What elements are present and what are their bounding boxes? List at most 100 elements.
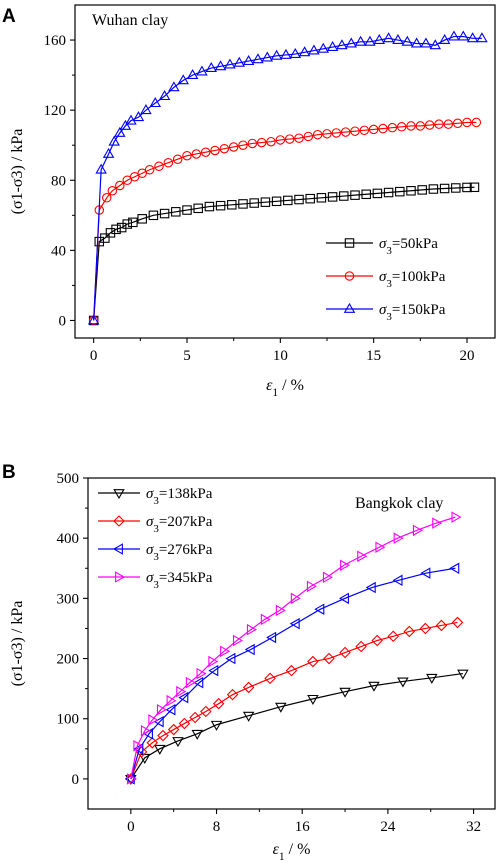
x-axis-label: ε1 / % bbox=[266, 377, 304, 399]
panel-b: B 0 8 16 24 32 0 100 200 300 400 500 ε1 / % (σ1-σ3) /… bbox=[2, 462, 496, 863]
data-point bbox=[383, 187, 394, 198]
data-point bbox=[182, 205, 192, 215]
data-point bbox=[260, 613, 271, 626]
data-point bbox=[196, 65, 208, 76]
data-point bbox=[387, 630, 400, 643]
data-point bbox=[163, 157, 174, 168]
data-point bbox=[132, 111, 145, 122]
data-point bbox=[215, 200, 226, 211]
data-point bbox=[462, 117, 472, 128]
data-point bbox=[108, 135, 120, 146]
legend-entry: σ3=138kPa bbox=[98, 486, 213, 507]
series-line bbox=[130, 621, 458, 780]
x-tick-label: 15 bbox=[366, 348, 381, 364]
data-point bbox=[210, 720, 223, 731]
data-point bbox=[172, 737, 184, 748]
data-point bbox=[102, 147, 115, 158]
data-point bbox=[438, 33, 451, 44]
y-tick-label: 300 bbox=[57, 591, 80, 607]
y-tick-label: 80 bbox=[51, 173, 66, 189]
data-point bbox=[122, 219, 133, 229]
data-point bbox=[365, 581, 376, 594]
data-point bbox=[406, 186, 416, 196]
data-point bbox=[149, 97, 162, 108]
legend-entry: σ3=276kPa bbox=[98, 542, 213, 563]
data-point bbox=[167, 723, 180, 736]
data-point bbox=[116, 222, 127, 233]
data-point bbox=[238, 140, 248, 150]
data-point bbox=[451, 616, 464, 629]
data-point bbox=[306, 580, 317, 593]
data-point bbox=[403, 625, 416, 638]
data-point bbox=[191, 149, 202, 159]
series-0 bbox=[125, 669, 469, 786]
data-point bbox=[165, 703, 176, 716]
data-point bbox=[177, 74, 190, 85]
data-point bbox=[140, 725, 151, 737]
data-point bbox=[298, 46, 311, 57]
data-point bbox=[204, 201, 215, 212]
data-point bbox=[410, 37, 423, 48]
data-point bbox=[392, 574, 403, 587]
data-point bbox=[133, 740, 144, 752]
y-tick-label: 0 bbox=[59, 313, 67, 329]
data-point bbox=[178, 717, 191, 730]
data-point bbox=[128, 217, 138, 228]
data-point bbox=[396, 122, 407, 132]
data-point bbox=[100, 233, 110, 243]
data-point bbox=[208, 664, 219, 677]
data-point bbox=[457, 30, 470, 41]
data-point bbox=[94, 236, 105, 247]
data-point bbox=[266, 631, 277, 644]
data-point bbox=[466, 32, 479, 43]
data-point bbox=[350, 126, 360, 136]
data-point bbox=[205, 61, 218, 73]
data-point bbox=[395, 186, 405, 197]
data-point bbox=[210, 145, 220, 156]
data-point bbox=[214, 60, 227, 71]
data-point bbox=[125, 114, 137, 125]
data-point bbox=[393, 532, 404, 544]
legend-label: σ3=138kPa bbox=[146, 486, 213, 507]
data-point bbox=[148, 714, 159, 726]
data-point bbox=[156, 703, 167, 716]
data-point bbox=[417, 185, 427, 195]
data-point bbox=[317, 42, 330, 53]
data-point bbox=[126, 773, 137, 785]
data-point bbox=[387, 122, 398, 133]
data-point bbox=[420, 37, 432, 48]
panel-a: A 0 5 10 15 20 0 40 80 120 160 ε1 / % (σ1-σ3) / kPa W… bbox=[2, 4, 496, 399]
data-point bbox=[271, 196, 282, 207]
chart-annotation: Bangkok clay bbox=[355, 495, 443, 512]
data-point bbox=[115, 180, 125, 191]
data-point bbox=[419, 622, 432, 635]
y-axis-label: (σ1-σ3) / kPa bbox=[9, 601, 26, 687]
data-point bbox=[397, 677, 409, 688]
legend-label: σ3=207kPa bbox=[146, 514, 213, 535]
data-point bbox=[158, 90, 171, 101]
data-point bbox=[122, 175, 133, 186]
data-point bbox=[232, 634, 243, 647]
data-point bbox=[166, 694, 177, 707]
data-point bbox=[449, 562, 460, 575]
y-axis-label: (σ1-σ3) / kPa bbox=[9, 129, 26, 215]
data-point bbox=[285, 664, 298, 677]
data-point bbox=[428, 184, 439, 194]
data-point bbox=[224, 58, 236, 69]
data-point bbox=[340, 559, 351, 572]
data-point bbox=[373, 33, 386, 44]
y-tick-label: 40 bbox=[51, 243, 66, 259]
data-point bbox=[462, 182, 472, 193]
data-point bbox=[401, 35, 414, 46]
data-point bbox=[114, 126, 126, 137]
data-point bbox=[432, 517, 443, 529]
data-point bbox=[339, 191, 349, 201]
series-0 bbox=[88, 182, 480, 326]
data-point bbox=[406, 121, 416, 131]
data-point bbox=[316, 193, 327, 203]
data-point bbox=[137, 214, 147, 224]
data-point bbox=[228, 142, 239, 152]
data-point bbox=[159, 208, 170, 219]
data-point bbox=[119, 119, 132, 130]
data-point bbox=[182, 150, 192, 161]
